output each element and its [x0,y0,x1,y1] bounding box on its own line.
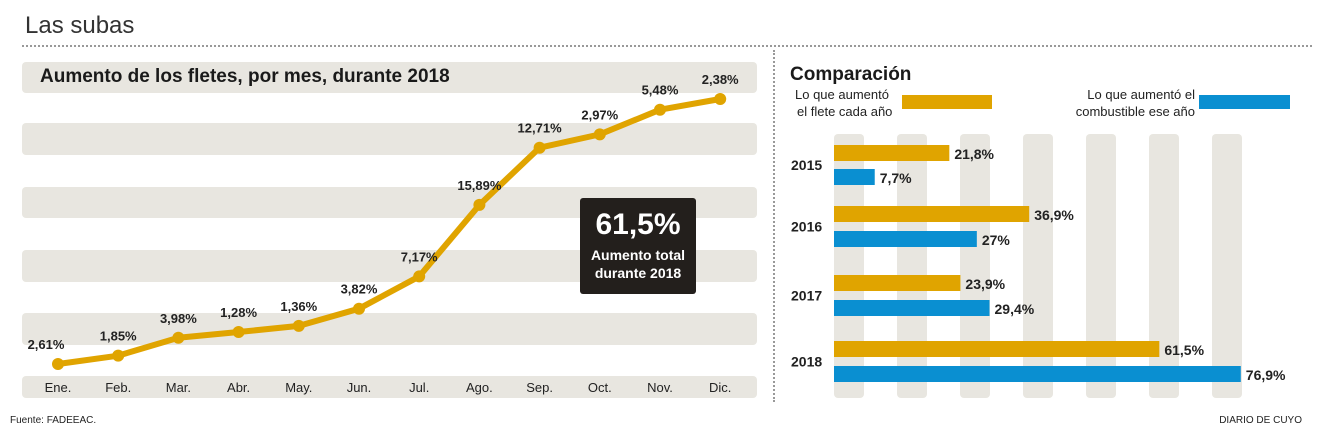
grid-column [1212,134,1242,398]
bar-flete [834,341,1160,357]
x-tick-label: Jul. [409,380,429,395]
callout-box: 61,5% Aumento total durante 2018 [580,198,696,294]
data-point [714,93,727,105]
data-point [112,349,125,362]
data-label: 3,82% [341,282,378,297]
grid-column [897,134,927,398]
data-label: 1,85% [100,329,137,344]
bar-value-label: 23,9% [965,276,1005,292]
x-tick-label: Ago. [466,380,493,395]
data-point [413,270,426,283]
data-label: 5,48% [642,83,679,98]
grid-column [1149,134,1179,398]
data-label: 2,97% [581,107,618,122]
grid-column [960,134,990,398]
data-label: 2,38% [702,72,739,87]
bar-combustible [834,300,990,316]
bar-combustible [834,231,977,247]
bar-flete [834,275,961,291]
year-label: 2015 [791,157,822,173]
credit: DIARIO DE CUYO [1219,415,1302,426]
divider [773,50,775,402]
x-tick-label: May. [285,380,312,395]
comparison-bar-chart: Comparación Lo que aumentó el flete cada… [790,64,1290,398]
divider [22,45,1312,47]
data-point [292,319,305,332]
bar-value-label: 36,9% [1034,207,1074,223]
data-point [353,302,365,315]
legend-swatch-combustible [1199,95,1290,109]
data-label: 1,36% [280,299,317,314]
data-point [52,358,64,370]
x-tick-label: Nov. [647,380,673,395]
x-tick-label: Mar. [166,380,191,395]
page-title: Las subas [25,12,135,39]
legend-swatch-flete [902,95,992,109]
year-label: 2016 [791,219,822,235]
grid-column [1023,134,1053,398]
bar-value-label: 7,7% [880,170,912,186]
callout-line1: Aumento total [591,247,685,263]
callout-line2: durante 2018 [595,265,682,281]
chart-title: Aumento de los fletes, por mes, durante … [40,66,450,87]
data-label: 15,89% [457,178,502,193]
bar-value-label: 61,5% [1164,342,1204,358]
data-label: 1,28% [220,305,257,320]
year-label: 2017 [791,288,822,304]
chart-title: Comparación [790,64,911,85]
data-point [232,326,245,339]
callout-bg [580,198,696,294]
data-point [172,331,185,344]
legend-combustible-line2: combustible ese año [1076,104,1195,119]
grid-band [22,250,757,282]
data-point [473,198,486,211]
x-tick-label: Abr. [227,380,250,395]
bar-combustible [834,169,875,185]
callout-value: 61,5% [595,208,680,241]
data-label: 2,61% [28,337,65,352]
data-point [654,103,666,116]
bar-value-label: 76,9% [1246,367,1286,383]
x-tick-label: Jun. [347,380,372,395]
x-tick-label: Feb. [105,380,131,395]
x-tick-label: Oct. [588,380,612,395]
legend-flete-line2: el flete cada año [797,104,892,119]
grid-column [834,134,864,398]
source-note: Fuente: FADEEAC. [10,415,97,426]
legend-combustible-line1: Lo que aumentó el [1087,87,1195,102]
data-label: 7,17% [401,249,438,264]
monthly-line-chart: Aumento de los fletes, por mes, durante … [22,62,757,398]
grid-band [22,62,757,93]
bar-flete [834,206,1030,222]
data-point [533,141,546,154]
bar-value-label: 29,4% [995,301,1035,317]
x-tick-label: Ene. [45,380,72,395]
x-tick-label: Sep. [526,380,553,395]
grid-band [22,187,757,218]
bar-value-label: 21,8% [954,146,994,162]
data-point [593,128,606,141]
bar-flete [834,145,950,161]
bar-value-label: 27% [982,232,1011,248]
data-label: 3,98% [160,311,197,326]
data-label: 12,71% [518,121,563,136]
legend-flete-line1: Lo que aumentó [795,87,889,102]
x-tick-label: Dic. [709,380,731,395]
bar-combustible [834,366,1241,382]
grid-column [1086,134,1116,398]
grid-band [22,123,757,155]
series-line [57,96,721,367]
year-label: 2018 [791,354,822,370]
x-axis-band [22,376,757,398]
